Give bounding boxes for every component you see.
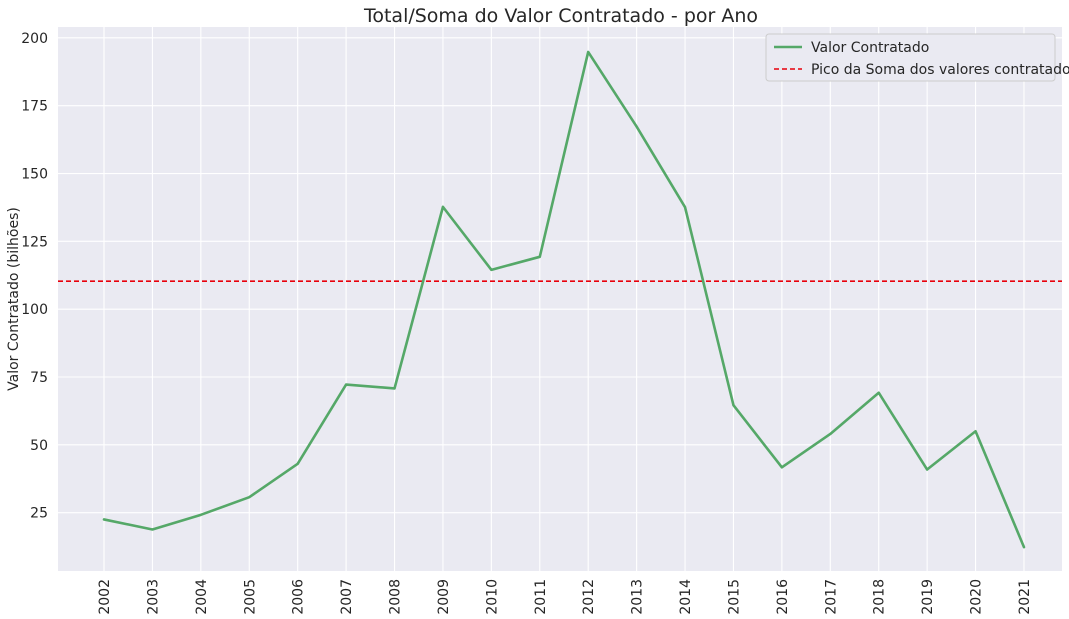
y-tick-label: 150	[21, 167, 48, 183]
x-tick-label: 2009	[436, 579, 452, 615]
x-tick-label: 2019	[920, 579, 936, 615]
chart-title: Total/Soma do Valor Contratado - por Ano	[363, 5, 758, 27]
x-tick-label: 2017	[823, 579, 839, 615]
y-tick-label: 100	[21, 302, 48, 318]
x-tick-label: 2010	[484, 579, 500, 615]
legend-label-valor-contratado: Valor Contratado	[811, 40, 929, 56]
y-axis-title: Valor Contratado (bilhões)	[6, 207, 22, 391]
y-tick-labels: 25 50 75 100 125 150 175 200	[21, 31, 48, 522]
x-tick-label: 2006	[291, 579, 307, 615]
x-tick-label: 2007	[339, 579, 355, 615]
x-tick-label: 2015	[726, 579, 742, 615]
x-tick-label: 2005	[242, 579, 258, 615]
x-tick-labels: 2002 2003 2004 2005 2006 2007 2008 2009 2010 2011…	[97, 579, 1033, 615]
x-tick-label: 2016	[775, 579, 791, 615]
legend-box	[765, 33, 1056, 82]
x-tick-label: 2021	[1017, 579, 1033, 615]
series-line	[102, 50, 1026, 549]
y-tick-label: 25	[30, 506, 48, 522]
data-points	[103, 51, 1024, 548]
x-tick-label: 2004	[194, 579, 210, 615]
plot-area	[58, 27, 1062, 571]
x-tick-label: 2012	[581, 579, 597, 615]
x-tick-label: 2018	[872, 579, 888, 615]
legend: Valor Contratado Pico da Soma dos valore…	[765, 33, 1069, 82]
x-tick-label: 2003	[145, 579, 161, 615]
y-tick-label: 125	[21, 234, 48, 250]
x-tick-label: 2002	[97, 579, 113, 615]
grid-lines	[58, 27, 1062, 571]
y-tick-label: 175	[21, 99, 48, 115]
y-tick-label: 50	[30, 438, 48, 454]
y-tick-label: 75	[30, 370, 48, 386]
legend-label-pico: Pico da Soma dos valores contratados	[811, 62, 1069, 78]
x-tick-label: 2013	[630, 579, 646, 615]
x-tick-label: 2014	[678, 579, 694, 615]
x-tick-label: 2008	[388, 579, 404, 615]
x-tick-label: 2011	[533, 579, 549, 615]
series-lines	[102, 50, 1026, 549]
y-tick-label: 200	[21, 31, 48, 47]
x-tick-label: 2020	[969, 579, 985, 615]
